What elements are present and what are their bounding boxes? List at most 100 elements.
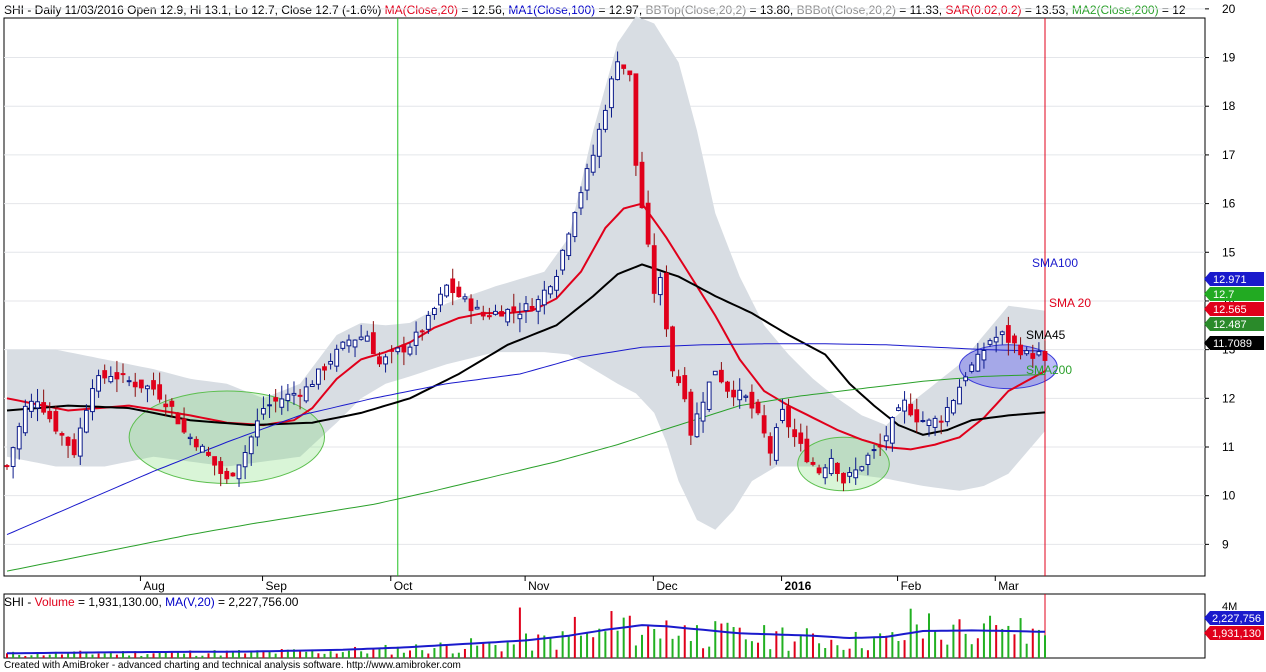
candle-body: [4, 465, 10, 468]
candle-body: [261, 407, 266, 415]
candle-body: [71, 439, 77, 456]
candle-body: [572, 212, 578, 238]
price-badge-bg: [1210, 287, 1264, 301]
y-tick-label: 19: [1222, 51, 1236, 65]
candle-body: [53, 411, 59, 432]
candle-body: [303, 386, 309, 402]
candle-body: [383, 356, 388, 365]
candle-body: [902, 399, 907, 412]
candle-body: [541, 289, 547, 306]
candle-body: [175, 412, 181, 425]
candle-body: [981, 350, 987, 361]
candle-body: [523, 303, 529, 312]
x-tick-label: Dec: [656, 579, 677, 593]
candle-body: [169, 400, 175, 407]
series-line-ma1-close-100-: [6, 343, 1046, 536]
candle-body: [474, 306, 480, 310]
candle-body: [835, 462, 840, 475]
candle-body: [370, 332, 376, 355]
candle-body: [999, 331, 1005, 336]
candle-body: [77, 427, 83, 457]
header-part-9: SAR(0.02,0.2): [945, 3, 1021, 17]
candle-body: [786, 405, 791, 428]
candle-body: [633, 73, 639, 166]
candle-body: [35, 401, 40, 409]
x-tick-label: Mar: [998, 579, 1019, 593]
candle-body: [236, 464, 242, 480]
candle-body: [651, 245, 657, 294]
candle-body: [822, 467, 828, 479]
candle-body: [444, 284, 450, 297]
price-badge-value: 12.565: [1213, 304, 1247, 316]
candle-body: [645, 202, 651, 245]
candle-body: [908, 403, 914, 416]
candle-body: [883, 435, 889, 442]
candle-body: [706, 381, 712, 410]
candle-body: [120, 373, 126, 376]
price-badge-value: 12.487: [1213, 319, 1247, 331]
candle-body: [273, 397, 279, 402]
y-tick-label: 15: [1222, 245, 1236, 259]
candle-body: [138, 379, 144, 389]
candle-body: [944, 406, 950, 423]
candle-body: [951, 400, 956, 414]
candle-body: [639, 161, 645, 209]
header-part-10: = 13.53,: [1022, 3, 1072, 17]
bollinger-band: [7, 16, 1045, 530]
price-badge-bg: [1210, 302, 1264, 316]
y-tick-label: 10: [1222, 489, 1236, 503]
header-part-11: MA2(Close,200): [1072, 3, 1159, 17]
candle-body: [926, 419, 932, 426]
candle-body: [767, 436, 773, 454]
y-tick-label: 11: [1222, 440, 1235, 454]
candle-body: [334, 348, 340, 367]
candle-body: [798, 432, 804, 444]
x-tick-label: 2016: [785, 579, 812, 593]
candle-body: [407, 346, 413, 355]
candle-body: [468, 298, 474, 312]
candle-body: [889, 417, 895, 444]
candle-body: [126, 380, 132, 383]
price-badge-bg: [1210, 336, 1264, 350]
annotation-label: SMA200: [1026, 363, 1072, 377]
candle-body: [602, 109, 608, 130]
candle-body: [810, 461, 816, 465]
axes: 91011121314151617181920AugSepOctNovDec20…: [139, 2, 1236, 593]
candle-body: [688, 391, 694, 436]
candle-body: [499, 311, 504, 317]
candle-body: [1042, 351, 1048, 361]
candle-body: [480, 311, 486, 317]
candle-body: [352, 339, 358, 348]
candle-body: [90, 388, 95, 413]
candle-body: [114, 372, 120, 380]
candle-body: [199, 445, 205, 453]
candle-body: [230, 472, 236, 477]
candlesticks: [4, 51, 1048, 492]
series-line-ma2-close-200-: [6, 374, 1046, 572]
candle-body: [456, 286, 462, 298]
candle-body: [218, 461, 224, 474]
candle-body: [157, 384, 163, 400]
candle-body: [749, 391, 755, 409]
candle-body: [670, 326, 675, 372]
header-part-6: = 13.80,: [746, 3, 796, 17]
value-badges: 12.971 12.7 12.565 12.487 11.7089 2,227,756 1,…: [1204, 272, 1264, 640]
header-part-5: BBTop(Close,20,2): [645, 3, 746, 17]
volume-badge-value: 1,931,130: [1212, 628, 1261, 640]
candle-body: [566, 233, 572, 257]
candle-body: [425, 314, 431, 330]
annotation-label: SMA45: [1026, 328, 1066, 342]
y-tick-label: 17: [1222, 148, 1236, 162]
volume-badge-pointer: [1204, 611, 1210, 625]
candle-body: [621, 64, 627, 69]
annotation-label: SMA 20: [1049, 296, 1091, 310]
candle-body: [725, 381, 730, 392]
volume-chart-header: SHI - Volume = 1,931,130.00, MA(V,20) = …: [4, 595, 299, 609]
candle-body: [554, 275, 559, 291]
candle-body: [267, 404, 272, 407]
candle-body: [609, 78, 614, 109]
candle-body: [181, 418, 187, 433]
candle-body: [377, 356, 382, 365]
y-tick-label: 9: [1222, 537, 1229, 551]
candle-body: [853, 469, 859, 479]
